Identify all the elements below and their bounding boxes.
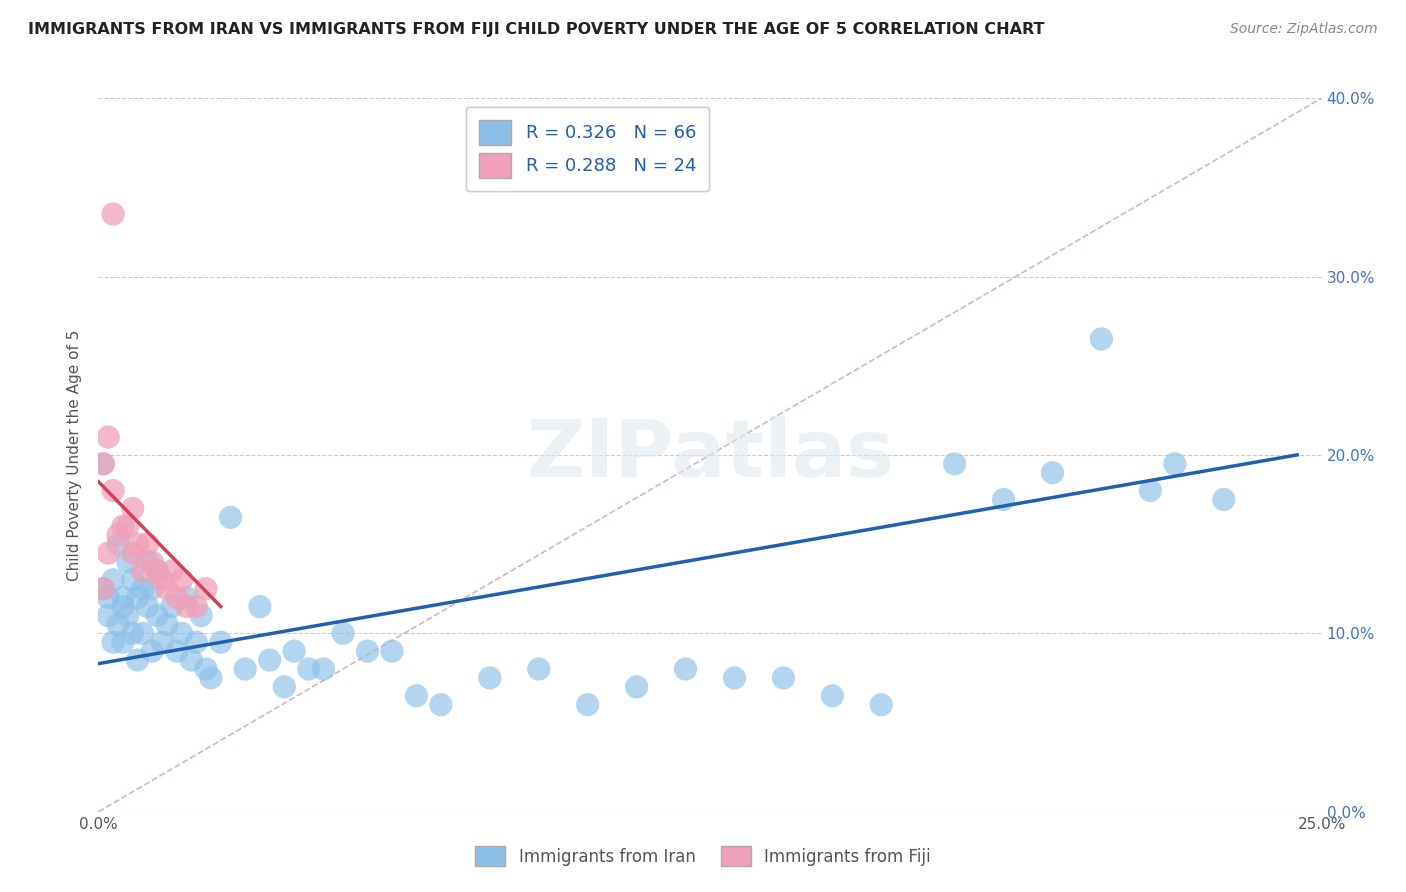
Point (332, 626, 354, 640)
Point (259, 653, 281, 667)
Point (675, 662, 697, 676)
Point (166, 591, 188, 605)
Point (1090, 332, 1112, 346)
Point (723, 671, 745, 685)
Y-axis label: Child Poverty Under the Age of 5: Child Poverty Under the Age of 5 (67, 329, 83, 581)
Point (170, 573, 193, 587)
Point (136, 537, 159, 551)
Point (150, 573, 173, 587)
Text: IMMIGRANTS FROM IRAN VS IMMIGRANTS FROM FIJI CHILD POVERTY UNDER THE AGE OF 5 CO: IMMIGRANTS FROM IRAN VS IMMIGRANTS FROM … (28, 22, 1045, 37)
Point (146, 564, 169, 578)
Point (195, 582, 218, 596)
Point (381, 644, 404, 658)
Point (136, 599, 159, 614)
Point (117, 555, 139, 569)
Point (127, 591, 149, 605)
Point (97, 608, 120, 623)
Point (141, 644, 163, 658)
Point (156, 617, 179, 632)
Point (141, 555, 163, 569)
Point (156, 582, 179, 596)
Legend: Immigrants from Iran, Immigrants from Fiji: Immigrants from Iran, Immigrants from Fi… (467, 838, 939, 875)
Point (107, 617, 129, 632)
Point (870, 698, 893, 712)
Point (131, 626, 153, 640)
Point (91, 582, 114, 596)
Point (101, 573, 124, 587)
Point (626, 680, 648, 694)
Point (111, 599, 134, 614)
Point (160, 564, 183, 578)
Point (117, 519, 139, 533)
Point (91, 457, 114, 471)
Point (298, 662, 321, 676)
Point (249, 599, 271, 614)
Point (117, 608, 139, 623)
Point (356, 644, 378, 658)
Point (176, 599, 198, 614)
Point (111, 519, 134, 533)
Point (1212, 492, 1234, 507)
Point (150, 635, 173, 649)
Point (478, 671, 501, 685)
Point (821, 689, 844, 703)
Point (111, 591, 134, 605)
Point (180, 653, 202, 667)
Point (131, 582, 153, 596)
Point (121, 573, 143, 587)
Point (121, 546, 143, 560)
Point (1164, 457, 1187, 471)
Point (127, 653, 149, 667)
Point (405, 689, 427, 703)
Point (97, 546, 120, 560)
Point (576, 698, 599, 712)
Point (131, 564, 153, 578)
Text: Source: ZipAtlas.com: Source: ZipAtlas.com (1230, 22, 1378, 37)
Point (1042, 466, 1064, 480)
Point (101, 635, 124, 649)
Point (166, 644, 188, 658)
Point (943, 457, 966, 471)
Point (146, 564, 169, 578)
Point (273, 680, 295, 694)
Point (176, 591, 198, 605)
Point (170, 626, 193, 640)
Point (146, 608, 169, 623)
Point (91, 457, 114, 471)
Point (209, 635, 232, 649)
Point (312, 662, 335, 676)
Point (107, 528, 129, 542)
Point (993, 492, 1015, 507)
Point (141, 582, 163, 596)
Point (136, 555, 159, 569)
Point (101, 207, 124, 221)
Point (430, 698, 453, 712)
Point (97, 591, 120, 605)
Point (219, 510, 242, 524)
Text: ZIPatlas: ZIPatlas (526, 416, 894, 494)
Point (186, 635, 208, 649)
Point (107, 537, 129, 551)
Legend: R = 0.326   N = 66, R = 0.288   N = 24: R = 0.326 N = 66, R = 0.288 N = 24 (467, 107, 709, 191)
Point (195, 662, 218, 676)
Point (1139, 483, 1161, 498)
Point (190, 608, 212, 623)
Point (97, 430, 120, 444)
Point (121, 626, 143, 640)
Point (160, 599, 183, 614)
Point (200, 671, 222, 685)
Point (233, 662, 256, 676)
Point (121, 501, 143, 516)
Point (91, 582, 114, 596)
Point (127, 537, 149, 551)
Point (186, 599, 208, 614)
Point (111, 635, 134, 649)
Point (527, 662, 550, 676)
Point (283, 644, 305, 658)
Point (772, 671, 794, 685)
Point (101, 483, 124, 498)
